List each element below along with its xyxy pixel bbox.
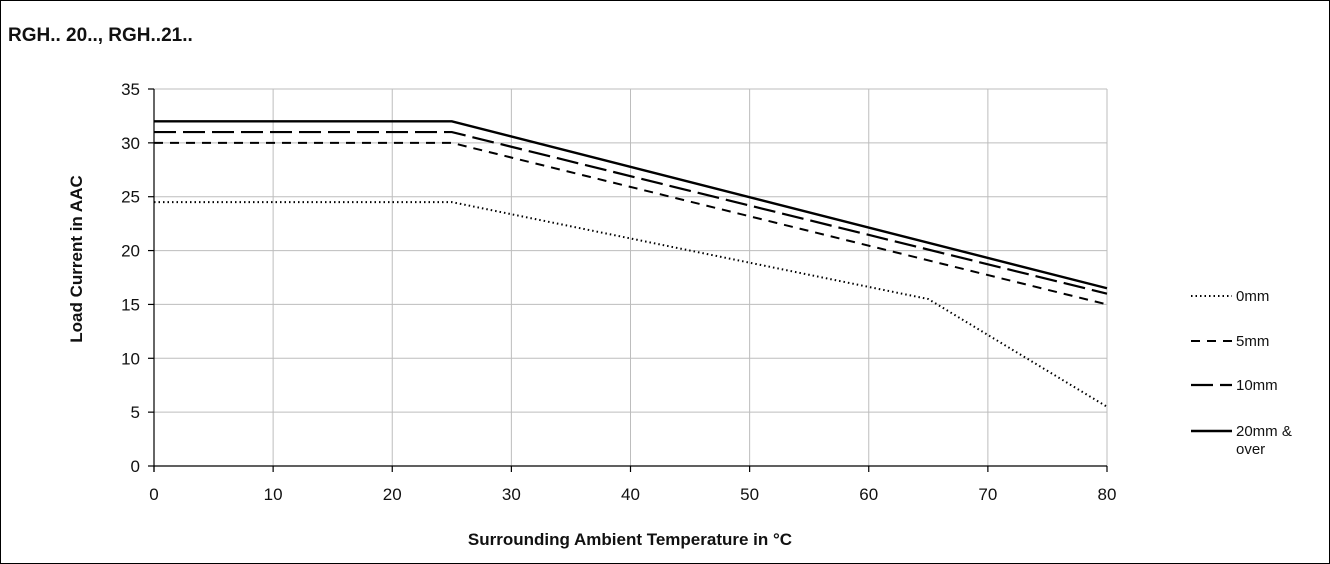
y-tick-label: 35 (121, 80, 140, 99)
legend-label: 20mm & over (1236, 423, 1292, 458)
y-tick-label: 20 (121, 242, 140, 261)
legend-label: 5mm (1236, 333, 1269, 350)
y-tick-label: 30 (121, 134, 140, 153)
x-tick-label: 60 (859, 485, 878, 504)
x-tick-label: 50 (740, 485, 759, 504)
y-tick-label: 10 (121, 349, 140, 368)
y-tick-label: 0 (131, 457, 140, 476)
y-tick-label: 25 (121, 188, 140, 207)
legend-label: 0mm (1236, 288, 1269, 305)
legend-label: 10mm (1236, 377, 1278, 394)
y-tick-label: 5 (131, 403, 140, 422)
x-tick-label: 20 (383, 485, 402, 504)
legend: 0mm 5mm 10mm 20mm & over (1191, 288, 1292, 458)
x-tick-label: 0 (149, 485, 158, 504)
x-tick-label: 30 (502, 485, 521, 504)
x-axis-label: Surrounding Ambient Temperature in °C (468, 530, 792, 549)
series-line-0mm (154, 201, 1108, 408)
series-lines (154, 120, 1108, 408)
x-tick-label: 70 (978, 485, 997, 504)
chart-title: RGH.. 20.., RGH..21.. (8, 25, 193, 46)
tick-labels: 0 5 10 15 20 25 30 35 0 10 20 30 40 50 60 70 80 (121, 80, 1116, 504)
series-line-10mm (154, 130, 1108, 295)
series-line-5mm (154, 141, 1108, 306)
x-tick-label: 40 (621, 485, 640, 504)
y-axis-label: Load Current in AAC (67, 175, 86, 342)
x-tick-label: 80 (1098, 485, 1117, 504)
x-tick-label: 10 (264, 485, 283, 504)
series-line-20mm (154, 120, 1108, 290)
y-tick-label: 15 (121, 295, 140, 314)
grid-lines (154, 88, 1108, 466)
axes (148, 88, 1108, 472)
